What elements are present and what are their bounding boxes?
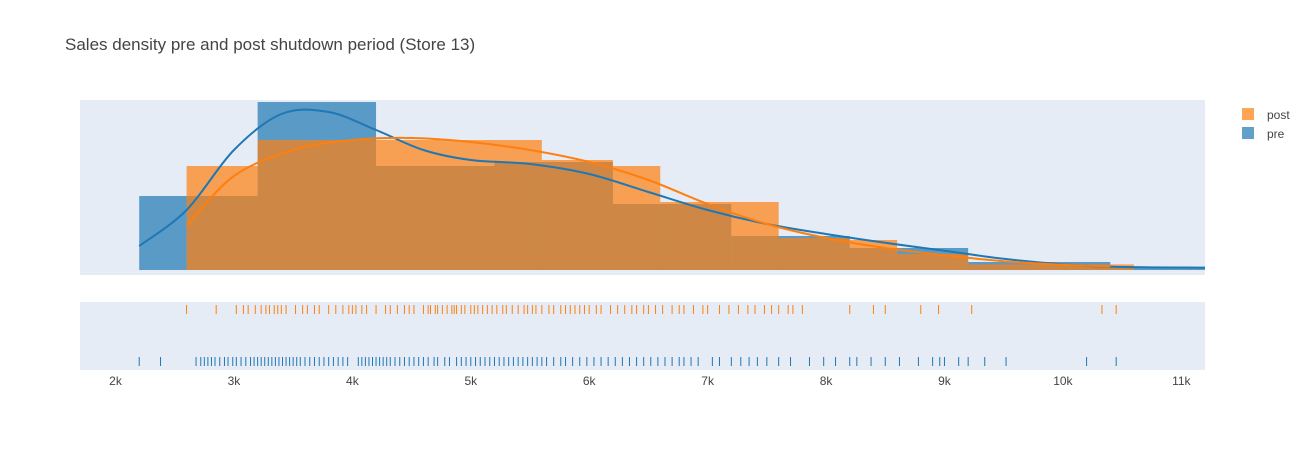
rug-plot-area <box>80 302 1205 370</box>
chart-title: Sales density pre and post shutdown peri… <box>65 35 475 54</box>
x-tick-label-6: 8k <box>820 374 834 388</box>
post-hist-bar-5 <box>660 202 732 270</box>
post-hist-bar-9 <box>897 254 969 270</box>
post-hist-bar-8 <box>849 240 898 270</box>
post-hist-bar-1 <box>257 140 377 270</box>
post-hist-bar-6 <box>731 202 779 270</box>
post-hist-bar-7 <box>778 238 850 270</box>
density-curves <box>138 108 1206 269</box>
x-tick-label-9: 11k <box>1172 374 1191 388</box>
x-tick-label-5: 7k <box>701 374 715 388</box>
histogram-bars <box>139 102 1205 270</box>
pre-density-line <box>138 108 1206 269</box>
legend-item-post[interactable]: post <box>1242 108 1290 122</box>
x-tick-label-8: 10k <box>1053 374 1073 388</box>
legend-label-pre: pre <box>1267 127 1285 141</box>
legend-label-post: post <box>1267 108 1290 122</box>
post-hist-bar-3 <box>541 160 613 270</box>
post-hist-bar-0 <box>186 166 258 270</box>
x-axis: 2k 3k 4k 5k 6k 7k 8k 9k 10k 11k <box>109 374 1191 388</box>
pre-hist-bar-0 <box>139 196 187 270</box>
legend-swatch-pre <box>1242 127 1254 139</box>
post-density-line <box>185 136 1111 268</box>
x-tick-label-0: 2k <box>109 374 123 388</box>
post-hist-bar-2 <box>376 140 542 270</box>
legend-item-pre[interactable]: pre <box>1242 127 1285 141</box>
x-tick-label-4: 6k <box>583 374 597 388</box>
pre-hist-bar-10 <box>1110 268 1205 270</box>
x-tick-label-7: 9k <box>938 374 952 388</box>
post-hist-bar-10 <box>968 264 1134 270</box>
x-tick-label-2: 4k <box>346 374 360 388</box>
legend[interactable]: post pre <box>1242 108 1290 141</box>
legend-swatch-post <box>1242 108 1254 120</box>
x-tick-label-3: 5k <box>464 374 478 388</box>
x-tick-label-1: 3k <box>228 374 242 388</box>
rug-marks <box>138 305 1117 366</box>
